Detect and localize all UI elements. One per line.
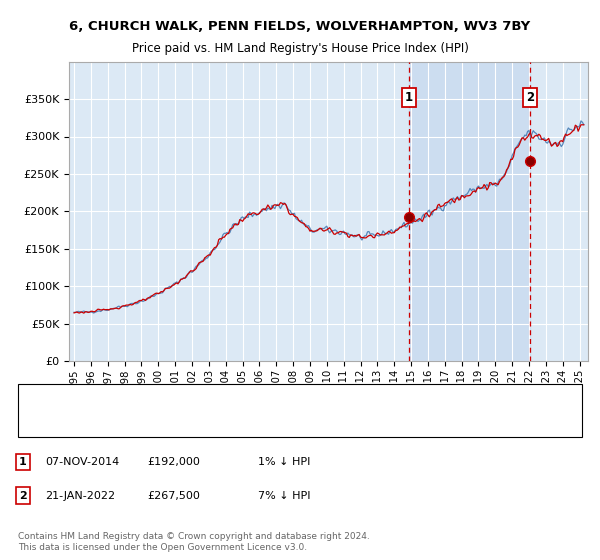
Text: 1: 1	[19, 457, 26, 467]
Text: 7% ↓ HPI: 7% ↓ HPI	[258, 491, 311, 501]
Text: Price paid vs. HM Land Registry's House Price Index (HPI): Price paid vs. HM Land Registry's House …	[131, 42, 469, 55]
Text: 2: 2	[19, 491, 26, 501]
Text: 1: 1	[404, 91, 413, 104]
Text: 2: 2	[526, 91, 534, 104]
Text: 6, CHURCH WALK, PENN FIELDS, WOLVERHAMPTON, WV3 7BY (detached house): 6, CHURCH WALK, PENN FIELDS, WOLVERHAMPT…	[51, 394, 466, 404]
Text: £267,500: £267,500	[147, 491, 200, 501]
Text: £192,000: £192,000	[147, 457, 200, 467]
Text: ——: ——	[20, 417, 46, 430]
Text: Contains HM Land Registry data © Crown copyright and database right 2024.
This d: Contains HM Land Registry data © Crown c…	[18, 532, 370, 552]
Text: 1% ↓ HPI: 1% ↓ HPI	[258, 457, 310, 467]
Bar	[409, 62, 530, 361]
Text: 6, CHURCH WALK, PENN FIELDS, WOLVERHAMPTON, WV3 7BY: 6, CHURCH WALK, PENN FIELDS, WOLVERHAMPT…	[70, 20, 530, 32]
Text: 21-JAN-2022: 21-JAN-2022	[45, 491, 115, 501]
Text: 07-NOV-2014: 07-NOV-2014	[45, 457, 119, 467]
Text: HPI: Average price, detached house, Wolverhampton: HPI: Average price, detached house, Wolv…	[51, 418, 326, 428]
Text: ——: ——	[20, 392, 46, 405]
